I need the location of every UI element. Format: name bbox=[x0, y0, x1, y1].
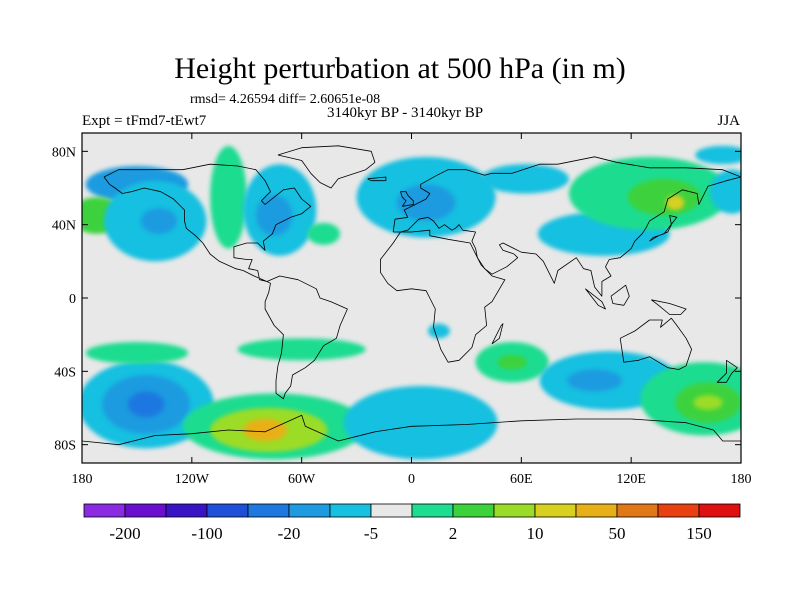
coast-borneo bbox=[610, 284, 630, 306]
colorbar-swatch bbox=[657, 503, 700, 518]
season-label: JJA bbox=[717, 113, 740, 129]
anomaly-drake-pos-core bbox=[243, 419, 288, 441]
experiment-label: Expt = tFmd7-tEwt7 bbox=[82, 113, 207, 129]
coast-new-guinea bbox=[651, 299, 687, 315]
coast-eurasia bbox=[392, 156, 741, 297]
x-tick-label: 60W bbox=[288, 472, 316, 487]
anomaly-e-asia-pos-core bbox=[627, 178, 701, 216]
x-tick-label: 180 bbox=[731, 472, 752, 487]
coast-greenland bbox=[277, 145, 376, 189]
map-title: Height perturbation at 500 hPa (in m) bbox=[174, 52, 626, 85]
coast-sumatra bbox=[585, 288, 606, 310]
coast-antarctica bbox=[82, 414, 741, 446]
colorbar-swatch bbox=[411, 503, 454, 518]
colorbar-label: -20 bbox=[278, 524, 301, 543]
colorbar-label: 2 bbox=[449, 524, 458, 543]
y-tick-label: 40S bbox=[54, 365, 76, 380]
colorbar-swatch bbox=[83, 503, 126, 518]
anomaly-s-america-pos bbox=[237, 338, 366, 361]
y-tick-label: 80N bbox=[52, 145, 76, 160]
colorbar-swatch bbox=[575, 503, 618, 518]
anomaly-indian-ocean-neg-core bbox=[567, 369, 623, 392]
anomaly-caspian-neg bbox=[481, 164, 569, 194]
y-tick-label: 80S bbox=[54, 439, 76, 454]
y-tick-label: 40N bbox=[52, 219, 76, 234]
anomaly-s-pacific-pos-north bbox=[85, 342, 189, 364]
colorbar-swatch bbox=[288, 503, 331, 518]
x-tick-label: 0 bbox=[408, 472, 415, 487]
x-tick-label: 60E bbox=[510, 472, 533, 487]
coast-new-zealand bbox=[716, 359, 738, 383]
colorbar-swatch bbox=[124, 503, 167, 518]
coastlines bbox=[82, 145, 741, 446]
anomaly-s-atlantic-neg bbox=[343, 386, 498, 460]
x-tick-label: 180 bbox=[72, 472, 93, 487]
colorbar-swatch bbox=[329, 503, 372, 518]
anomaly-europe-neg-core bbox=[396, 184, 456, 222]
anomaly-kamchatka-neg bbox=[709, 169, 741, 214]
colorbar-swatch bbox=[493, 503, 536, 518]
colorbar-swatch bbox=[165, 503, 208, 518]
colorbar-swatch bbox=[247, 503, 290, 518]
axis-ticks: 180 120W 60W 0 60E 120E 180 80N 40N 0 40S 80S bbox=[52, 133, 752, 487]
anomaly-w-canada-pos bbox=[210, 145, 247, 249]
anomaly-s-africa-pos-core bbox=[497, 354, 527, 370]
anomaly-e-asia-pos-peak bbox=[665, 195, 685, 211]
coast-japan bbox=[649, 215, 678, 242]
coast-britain bbox=[400, 191, 414, 207]
colorbar-label: -200 bbox=[109, 524, 140, 543]
coast-madagascar bbox=[491, 323, 504, 345]
coast-south-america bbox=[264, 275, 348, 400]
colorbar-swatch bbox=[616, 503, 659, 518]
colorbar-swatch bbox=[370, 503, 413, 518]
colorbar: -200 -100 -20 -5 2 10 50 150 bbox=[83, 503, 741, 543]
anomaly-tropical-atlantic-neg bbox=[427, 323, 450, 339]
x-tick-label: 120E bbox=[616, 472, 646, 487]
anomaly-s-pacific-neg-core bbox=[127, 391, 165, 418]
colorbar-label: -100 bbox=[191, 524, 222, 543]
x-tick-label: 120W bbox=[175, 472, 210, 487]
anomaly-e-america-neg-core bbox=[255, 195, 293, 236]
anomaly-alaska-neg-core bbox=[140, 208, 178, 234]
colorbar-swatch bbox=[698, 503, 741, 518]
colorbar-swatch bbox=[534, 503, 577, 518]
coast-australia bbox=[619, 317, 692, 370]
colorbar-label: -5 bbox=[364, 524, 378, 543]
stats-line: rmsd= 4.26594 diff= 2.60651e-08 bbox=[190, 92, 381, 107]
coast-north-america bbox=[103, 163, 312, 282]
coast-iceland bbox=[367, 176, 387, 182]
colorbar-label: 150 bbox=[686, 524, 712, 543]
y-tick-label: 0 bbox=[69, 292, 76, 307]
anomaly-tasman-pos-core bbox=[693, 395, 723, 410]
anomaly-arctic-neg bbox=[695, 145, 741, 165]
period-label: 3140kyr BP - 3140kyr BP bbox=[326, 105, 484, 121]
height-perturbation-field bbox=[82, 145, 741, 460]
colorbar-swatch bbox=[206, 503, 249, 518]
coast-africa bbox=[380, 229, 506, 363]
anomaly-atlantic-pos bbox=[307, 222, 341, 245]
colorbar-label: 10 bbox=[527, 524, 544, 543]
colorbar-label: 50 bbox=[609, 524, 626, 543]
colorbar-swatch bbox=[452, 503, 495, 518]
